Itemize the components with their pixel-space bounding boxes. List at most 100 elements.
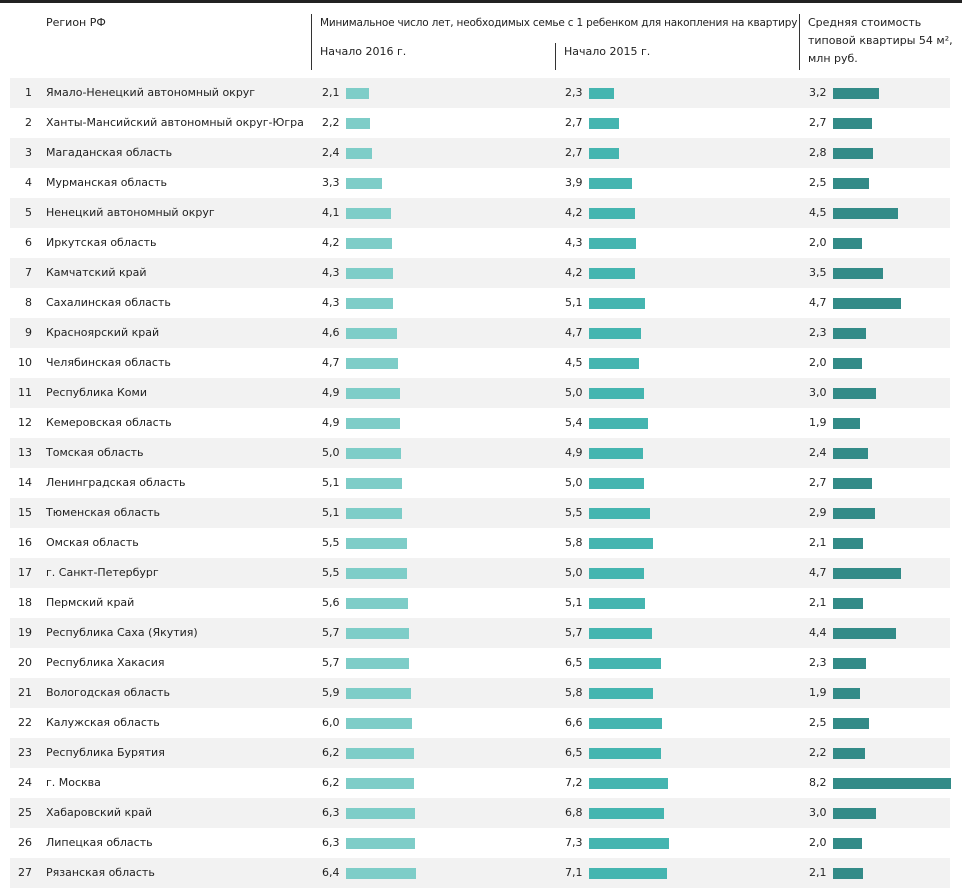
value-y2015: 6,5	[565, 656, 583, 669]
row-number: 1	[25, 86, 32, 99]
value-y2015: 6,8	[565, 806, 583, 819]
bar-price	[833, 178, 869, 189]
bar-price	[833, 418, 861, 429]
value-y2016: 5,1	[322, 476, 340, 489]
bar-y2016	[346, 328, 397, 339]
header-years-title: Минимальное число лет, необходимых семье…	[320, 17, 798, 29]
table-row: 11 Республика Коми 4,9 5,0 3,0	[10, 378, 950, 408]
value-y2016: 2,4	[322, 146, 340, 159]
bar-price	[833, 748, 865, 759]
bar-y2015	[589, 478, 644, 489]
value-y2016: 4,1	[322, 206, 340, 219]
bar-y2016	[346, 718, 412, 729]
bar-y2015	[589, 268, 636, 279]
bar-y2015	[589, 328, 641, 339]
bar-y2015	[589, 568, 644, 579]
bar-y2016	[346, 598, 408, 609]
bar-y2016	[346, 568, 407, 579]
row-number: 10	[18, 356, 32, 369]
region-name: Калужская область	[46, 716, 160, 729]
region-name: г. Москва	[46, 776, 101, 789]
table-row: 24 г. Москва 6,2 7,2 8,2	[10, 768, 952, 798]
value-price: 2,4	[809, 446, 827, 459]
bar-y2015	[589, 508, 650, 519]
table-row: 9 Красноярский край 4,6 4,7 2,3	[10, 318, 950, 348]
bar-y2015	[589, 718, 662, 729]
region-name: Омская область	[46, 536, 139, 549]
bar-y2016	[346, 748, 415, 759]
value-y2016: 5,9	[322, 686, 340, 699]
region-name: Рязанская область	[46, 866, 155, 879]
value-y2015: 4,5	[565, 356, 583, 369]
header-2016: Начало 2016 г.	[320, 45, 407, 58]
region-name: Республика Саха (Якутия)	[46, 626, 198, 639]
value-y2015: 4,3	[565, 236, 583, 249]
value-y2016: 4,6	[322, 326, 340, 339]
table-row: 5 Ненецкий автономный округ 4,1 4,2 4,5	[10, 198, 950, 228]
data-table: 1 Ямало-Ненецкий автономный округ 2,1 2,3 3,…	[10, 78, 952, 888]
bar-y2016	[346, 418, 400, 429]
divider	[799, 14, 800, 70]
bar-y2015	[589, 238, 637, 249]
value-price: 4,7	[809, 296, 827, 309]
value-y2016: 6,2	[322, 776, 340, 789]
bar-y2015	[589, 448, 643, 459]
bar-y2016	[346, 88, 370, 99]
region-name: Ленинградская область	[46, 476, 186, 489]
bar-price	[833, 448, 868, 459]
bar-price	[833, 718, 869, 729]
region-name: Челябинская область	[46, 356, 171, 369]
value-price: 3,0	[809, 806, 827, 819]
table-row: 17 г. Санкт-Петербург 5,5 5,0 4,7	[10, 558, 950, 588]
table-row: 26 Липецкая область 6,3 7,3 2,0	[10, 828, 950, 858]
bar-price	[833, 778, 952, 789]
value-y2015: 5,1	[565, 296, 583, 309]
row-number: 7	[25, 266, 32, 279]
region-name: г. Санкт-Петербург	[46, 566, 159, 579]
divider	[311, 14, 312, 70]
value-price: 2,0	[809, 356, 827, 369]
row-number: 3	[25, 146, 32, 159]
row-number: 17	[18, 566, 32, 579]
bar-y2015	[589, 418, 649, 429]
row-number: 16	[18, 536, 32, 549]
table-row: 12 Кемеровская область 4,9 5,4 1,9	[10, 408, 950, 438]
bar-y2015	[589, 178, 632, 189]
bar-y2015	[589, 868, 668, 879]
row-number: 20	[18, 656, 32, 669]
region-name: Камчатский край	[46, 266, 147, 279]
value-y2015: 4,2	[565, 206, 583, 219]
value-y2016: 5,5	[322, 566, 340, 579]
value-price: 2,9	[809, 506, 827, 519]
bar-y2016	[346, 298, 394, 309]
region-name: Хабаровский край	[46, 806, 152, 819]
bar-price	[833, 628, 897, 639]
table-row: 15 Тюменская область 5,1 5,5 2,9	[10, 498, 950, 528]
value-price: 2,1	[809, 866, 827, 879]
table-row: 3 Магаданская область 2,4 2,7 2,8	[10, 138, 950, 168]
table-row: 16 Омская область 5,5 5,8 2,1	[10, 528, 950, 558]
value-y2016: 6,3	[322, 836, 340, 849]
header-price-line: млн руб.	[808, 52, 858, 65]
value-y2015: 3,9	[565, 176, 583, 189]
bar-y2016	[346, 778, 415, 789]
table-row: 6 Иркутская область 4,2 4,3 2,0	[10, 228, 950, 258]
bar-y2016	[346, 178, 383, 189]
region-name: Томская область	[46, 446, 144, 459]
value-price: 2,7	[809, 476, 827, 489]
value-price: 2,0	[809, 836, 827, 849]
bar-price	[833, 328, 867, 339]
bar-y2016	[346, 838, 416, 849]
bar-y2016	[346, 238, 393, 249]
bar-y2016	[346, 688, 411, 699]
row-number: 24	[18, 776, 32, 789]
table-row: 22 Калужская область 6,0 6,6 2,5	[10, 708, 950, 738]
row-number: 15	[18, 506, 32, 519]
value-y2016: 6,2	[322, 746, 340, 759]
row-number: 13	[18, 446, 32, 459]
value-y2016: 4,9	[322, 416, 340, 429]
value-y2016: 5,7	[322, 626, 340, 639]
value-y2016: 4,9	[322, 386, 340, 399]
divider	[555, 43, 556, 70]
bar-price	[833, 148, 874, 159]
